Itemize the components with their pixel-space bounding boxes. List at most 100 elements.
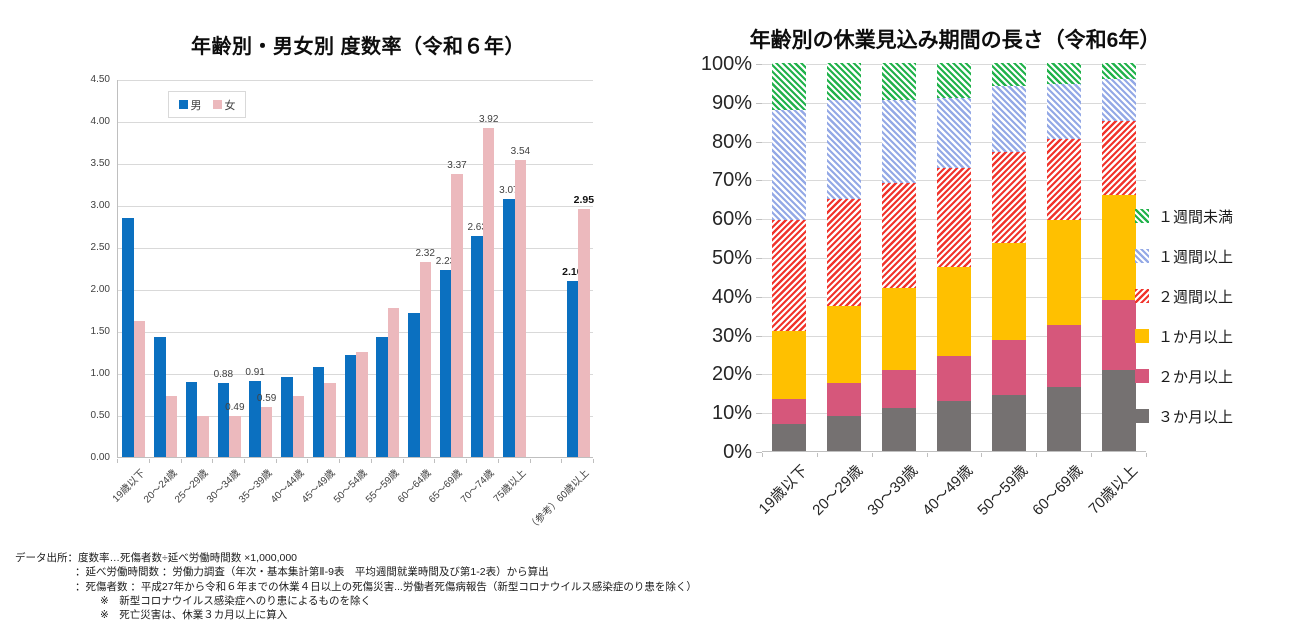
male-bar bbox=[439, 269, 452, 457]
value-label: 3.07 bbox=[499, 185, 519, 197]
legend-swatch bbox=[1135, 289, 1149, 303]
y-axis-label: 4.50 bbox=[90, 74, 110, 85]
y-axis-label: 70% bbox=[711, 169, 752, 192]
female-bar bbox=[419, 262, 431, 457]
female-bar bbox=[324, 383, 336, 457]
legend-swatch bbox=[1135, 369, 1149, 383]
value-label: 2.32 bbox=[415, 248, 435, 260]
stack-segment bbox=[1046, 138, 1081, 221]
right-chart-legend: １週間未満 １週間以上 ２週間以上 １か月以上 ２か月以上 ３か月以上 bbox=[1135, 196, 1233, 436]
y-axis-label: 100% bbox=[700, 53, 752, 75]
y-axis-label: 1.00 bbox=[90, 368, 110, 379]
x-axis-tick bbox=[497, 459, 499, 463]
x-axis-label: 50～54歳 bbox=[331, 467, 370, 506]
legend-label: １か月以上 bbox=[1158, 328, 1234, 346]
legend-label: １週間未満 bbox=[1158, 208, 1234, 226]
female-bar bbox=[197, 415, 209, 457]
y-axis-label: 30% bbox=[711, 324, 752, 347]
x-axis-tick bbox=[180, 459, 182, 463]
y-axis-tick bbox=[756, 141, 762, 143]
value-label: 0.59 bbox=[256, 393, 277, 405]
x-axis-label: 60～69歳 bbox=[1028, 462, 1086, 519]
x-axis-label: 50～59歳 bbox=[974, 462, 1032, 519]
value-label: 2.95 bbox=[573, 194, 595, 207]
stack-segment bbox=[937, 266, 971, 356]
x-axis-tick bbox=[1091, 453, 1093, 457]
stack-segment bbox=[827, 198, 862, 306]
x-axis-label: 19歳以下 bbox=[110, 467, 148, 505]
gridline bbox=[118, 122, 593, 123]
footnote-line: ：死傷者数 ：平成27年から令和６年までの休業４日以上の死傷災害...労働者死傷… bbox=[75, 580, 697, 593]
male-bar bbox=[122, 218, 134, 457]
stack-segment bbox=[991, 394, 1026, 451]
y-axis-label: 1.50 bbox=[90, 326, 110, 337]
footnote-line: ：延べ労働時間数 ：労働力調査（年次・基本集計第Ⅱ-9表 平均週間就業時間及び第… bbox=[75, 566, 549, 579]
legend-item: １か月以上 bbox=[1135, 316, 1233, 356]
x-axis-tick bbox=[370, 459, 372, 463]
value-label: 2.63 bbox=[467, 222, 487, 234]
x-axis-tick bbox=[402, 459, 404, 463]
x-axis-tick bbox=[148, 459, 150, 463]
x-axis-label: 65～69歳 bbox=[427, 467, 465, 506]
stack-segment bbox=[1101, 121, 1136, 195]
y-axis-tick bbox=[756, 296, 762, 298]
left-chart-title: 年齢別・男女別 度数率（令和６年） bbox=[190, 36, 526, 58]
frequency-rate-chart: 年齢別・男女別 度数率（令和６年） 男 女 0.88 0.49 0.91 0.59 2.… bbox=[18, 26, 666, 546]
female-bar bbox=[482, 127, 495, 457]
legend-label: ２週間以上 bbox=[1158, 288, 1234, 306]
x-axis-tick bbox=[1036, 453, 1038, 457]
stack-segment bbox=[937, 356, 971, 401]
stack-segment bbox=[991, 63, 1026, 87]
gridline bbox=[118, 332, 593, 333]
value-label: 0.88 bbox=[213, 369, 234, 381]
legend-item: ２週間以上 bbox=[1135, 276, 1233, 316]
stack-segment bbox=[772, 63, 807, 110]
legend-swatch bbox=[1135, 209, 1149, 223]
legend-label-male: 男 bbox=[190, 99, 202, 112]
male-bar bbox=[344, 354, 356, 457]
value-label: 2.10 bbox=[562, 265, 583, 278]
x-axis-label: 19歳以下 bbox=[755, 462, 812, 518]
legend-item: ２か月以上 bbox=[1135, 356, 1233, 396]
male-bar bbox=[566, 280, 579, 457]
left-chart-legend: 男 女 bbox=[168, 91, 246, 118]
value-label: 3.54 bbox=[510, 145, 531, 157]
x-axis-tick bbox=[593, 459, 594, 463]
stack-segment bbox=[772, 330, 807, 399]
female-bar bbox=[451, 173, 463, 457]
stack-segment bbox=[882, 288, 917, 370]
female-bar bbox=[260, 407, 273, 457]
left-chart-plot-area: 0.88 0.49 0.91 0.59 2.32 2.23 3.37 2.63 3.92 3.07… bbox=[117, 80, 594, 458]
stack-segment bbox=[991, 340, 1026, 395]
female-bar bbox=[387, 307, 400, 457]
male-bar bbox=[471, 236, 483, 457]
female-bar bbox=[229, 415, 241, 457]
stack-segment bbox=[1046, 63, 1081, 85]
stack-segment bbox=[882, 183, 917, 288]
legend-label: １週間以上 bbox=[1158, 248, 1234, 266]
stack-segment bbox=[1101, 194, 1136, 300]
stack-segment bbox=[827, 305, 862, 384]
x-axis-tick bbox=[561, 459, 563, 463]
stack-segment bbox=[772, 109, 807, 221]
female-bar bbox=[292, 395, 304, 457]
stack-segment bbox=[882, 369, 917, 409]
x-axis-label: 25～29歳 bbox=[173, 467, 211, 506]
x-axis-label: 70～74歳 bbox=[458, 467, 497, 506]
footnote-line: データ出所：度数率…死傷者数÷延べ労働時間数 ×1,000,000 bbox=[15, 552, 298, 564]
y-axis-label: 3.00 bbox=[90, 200, 110, 211]
stack-segment bbox=[1101, 78, 1136, 122]
footnote-line: ※ 死亡災害は、休業３カ月以上に算入 bbox=[100, 609, 288, 622]
y-axis-label: 0.00 bbox=[90, 452, 110, 463]
y-axis-label: 0% bbox=[723, 441, 752, 463]
male-bar bbox=[376, 336, 388, 457]
value-label: 0.49 bbox=[225, 401, 245, 413]
legend-label: ３か月以上 bbox=[1158, 408, 1234, 426]
stack-segment bbox=[882, 408, 917, 451]
y-axis-label: 20% bbox=[711, 363, 752, 386]
y-axis-label: 40% bbox=[711, 285, 752, 308]
stack-segment bbox=[991, 243, 1026, 341]
male-bar bbox=[312, 367, 325, 457]
male-bar bbox=[249, 380, 261, 457]
y-axis-label: 3.50 bbox=[90, 158, 110, 169]
